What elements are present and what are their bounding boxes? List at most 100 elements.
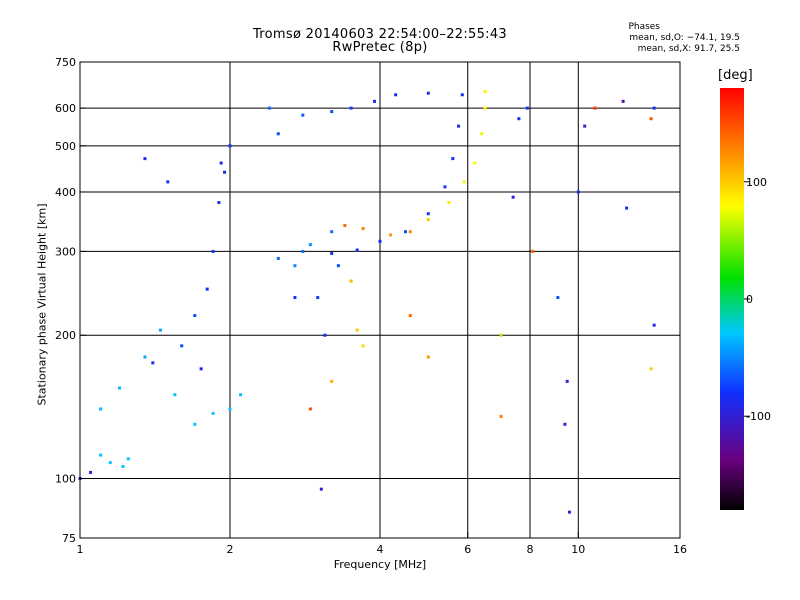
data-point (330, 110, 334, 114)
data-point (228, 144, 232, 148)
colorbar-tick-label: -100 (746, 410, 771, 423)
x-tick-label: 4 (377, 543, 384, 556)
data-point (652, 106, 656, 110)
data-point (462, 180, 466, 184)
data-point (355, 248, 359, 252)
y-tick-label: 400 (55, 186, 76, 199)
data-point (301, 249, 305, 253)
data-point (199, 367, 203, 371)
data-point (223, 170, 227, 174)
data-point (158, 328, 162, 332)
data-point (276, 256, 280, 260)
data-point (151, 361, 155, 365)
chart-subtitle: RwPretec (8p) (332, 40, 428, 55)
x-tick-label: 16 (673, 543, 687, 556)
data-point (426, 91, 430, 95)
stats-title: Phases (628, 22, 660, 32)
data-point (301, 113, 305, 117)
chart-title: Tromsø 20140603 22:54:00–22:55:43 (252, 27, 508, 42)
data-point (330, 379, 334, 383)
data-point (143, 157, 147, 161)
data-point (205, 287, 209, 291)
data-point (117, 386, 121, 390)
colorbar-tick-label: 100 (746, 176, 767, 189)
x-tick-label: 6 (464, 543, 471, 556)
data-point (378, 239, 382, 243)
y-tick-label: 500 (55, 140, 76, 153)
data-point (121, 464, 125, 468)
data-point (525, 106, 529, 110)
data-point (480, 132, 484, 136)
x-tick-label: 8 (527, 543, 534, 556)
data-point (473, 161, 477, 165)
y-tick-label: 200 (55, 329, 76, 342)
data-point (373, 99, 377, 103)
data-point (499, 333, 503, 337)
data-point (143, 355, 147, 359)
y-tick-label: 100 (55, 473, 76, 486)
data-point (460, 93, 464, 97)
data-point (349, 279, 353, 283)
data-point (330, 230, 334, 234)
data-point (563, 422, 567, 426)
data-point (308, 243, 312, 247)
data-point (621, 99, 625, 103)
data-point (126, 457, 130, 461)
data-point (316, 296, 320, 300)
data-point (180, 344, 184, 348)
data-point (343, 224, 347, 228)
data-point (217, 201, 221, 205)
data-point (483, 90, 487, 94)
data-point (426, 218, 430, 222)
data-point (173, 393, 177, 397)
data-point (443, 185, 447, 189)
data-point (426, 212, 430, 216)
data-point (652, 323, 656, 327)
data-point (649, 367, 653, 371)
x-axis-label: Frequency [MHz] (333, 558, 427, 571)
data-point (293, 296, 297, 300)
data-point (336, 264, 340, 268)
y-tick-label: 750 (55, 56, 76, 69)
data-point (499, 414, 503, 418)
data-point (511, 195, 515, 199)
data-point (457, 124, 461, 128)
data-point (408, 314, 412, 318)
data-point (99, 407, 103, 411)
data-point (193, 422, 197, 426)
colorbar-unit: [deg] (718, 68, 753, 83)
data-point (408, 230, 412, 234)
data-point (308, 407, 312, 411)
data-point (361, 227, 365, 231)
data-point (349, 106, 353, 110)
data-point (166, 180, 170, 184)
data-point (426, 355, 430, 359)
data-point (293, 264, 297, 268)
x-tick-label: 2 (227, 543, 234, 556)
data-point (211, 411, 215, 415)
colorbar-tick-label: 0 (746, 293, 753, 306)
data-point (267, 106, 271, 110)
y-tick-label: 300 (55, 245, 76, 258)
data-point (89, 470, 93, 474)
data-point (517, 117, 521, 121)
stats-x: mean, sd,X: 91.7, 25.5 (637, 44, 740, 54)
data-point (625, 206, 629, 210)
data-point (330, 251, 334, 255)
data-point (108, 461, 112, 465)
x-tick-label: 1 (77, 543, 84, 556)
y-tick-label: 75 (62, 532, 76, 545)
data-point (319, 487, 323, 491)
data-point (567, 510, 571, 514)
data-point (211, 249, 215, 253)
y-tick-label: 600 (55, 102, 76, 115)
data-point (389, 233, 393, 237)
data-point (583, 124, 587, 128)
data-point (355, 328, 359, 332)
data-point (276, 132, 280, 136)
data-point (649, 117, 653, 121)
data-point (483, 106, 487, 110)
x-tick-label: 10 (571, 543, 585, 556)
data-point (447, 201, 451, 205)
